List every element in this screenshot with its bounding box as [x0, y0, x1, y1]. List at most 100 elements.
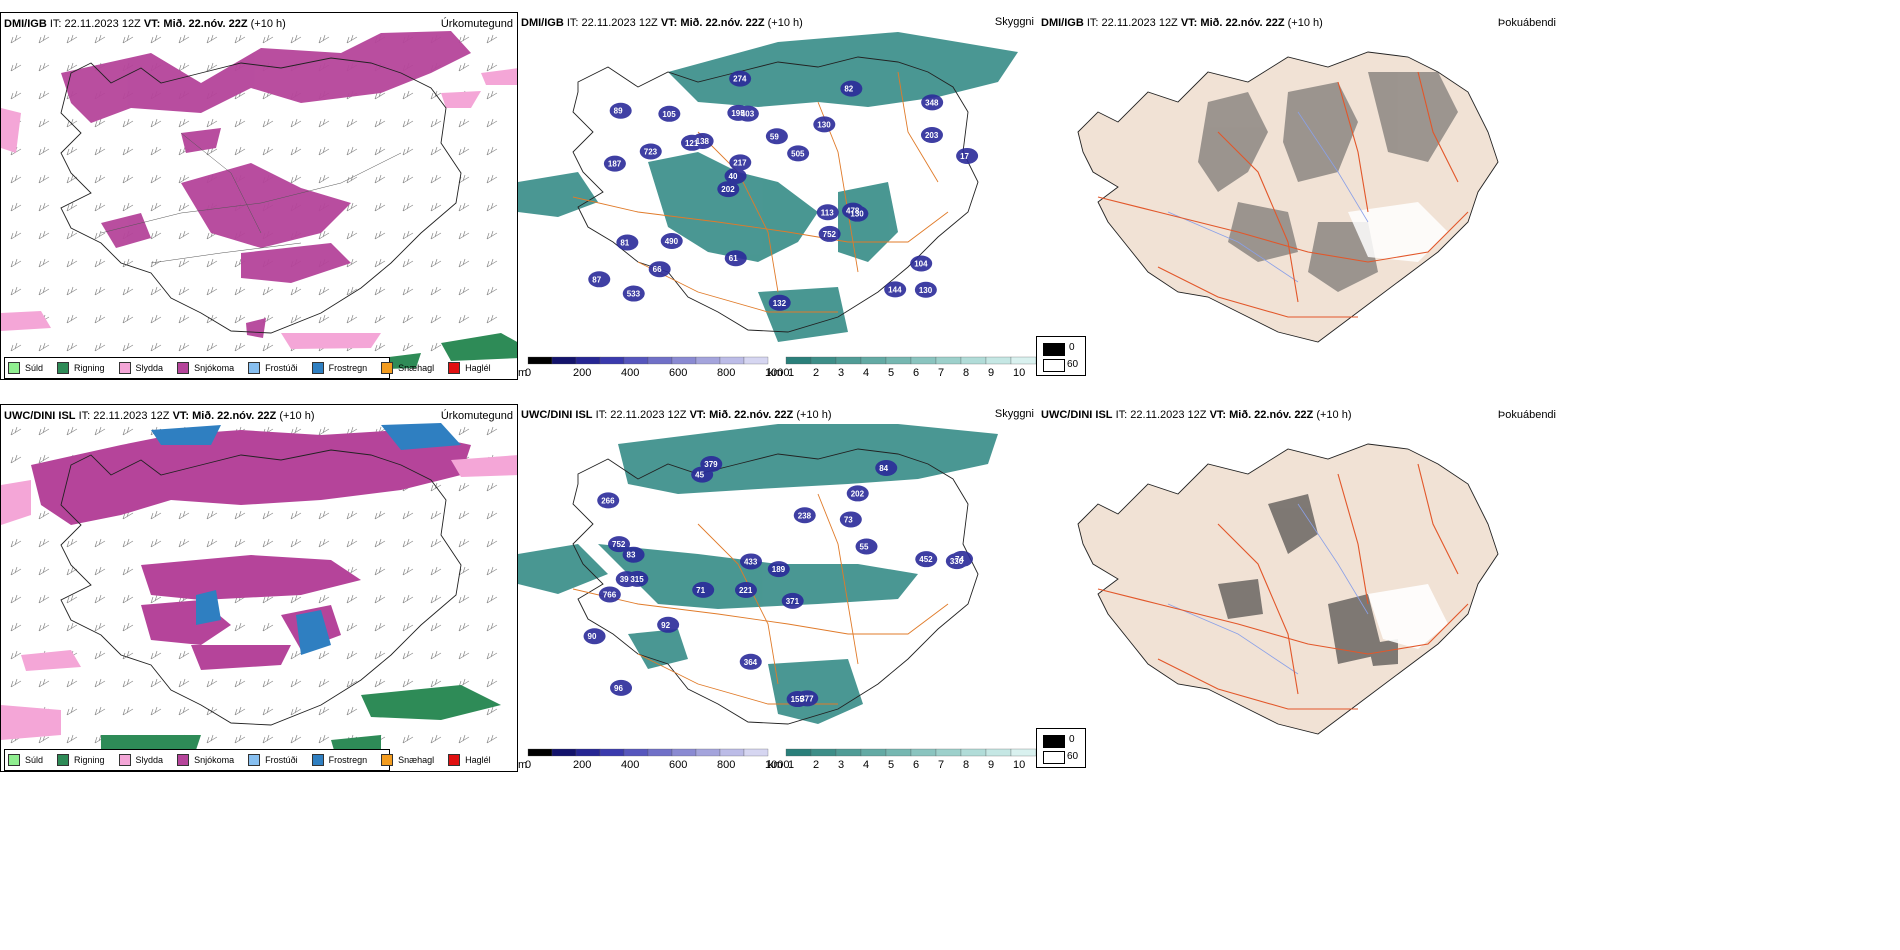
cloud-base-area	[729, 154, 752, 171]
cloud-base-label: 83	[627, 551, 636, 560]
wind-barb	[346, 34, 358, 44]
wind-barb	[318, 286, 330, 296]
it-label: IT:	[49, 18, 62, 30]
wind-barb	[10, 202, 22, 212]
iceland-land	[1077, 443, 1499, 735]
visibility-tick: 3	[838, 759, 844, 770]
wind-barb	[94, 314, 106, 324]
cloud-base-area	[818, 225, 841, 242]
wind-barb	[262, 118, 274, 128]
wind-barb	[318, 314, 330, 324]
wind-barb	[486, 622, 498, 632]
wind-barb	[206, 258, 218, 268]
wind-barb	[122, 678, 134, 688]
cloud-base-label: 59	[770, 132, 779, 141]
wind-barb	[346, 202, 358, 212]
wind-barb	[66, 146, 78, 156]
cloud-base-label: 752	[823, 230, 837, 239]
ceiling-color-swatch	[575, 356, 601, 365]
cloud-base-label: 315	[630, 575, 644, 584]
visibility-color-swatch	[985, 356, 1012, 365]
coastline	[60, 57, 462, 334]
wind-barb	[402, 90, 414, 100]
wind-barb	[262, 678, 274, 688]
wind-barb	[234, 118, 246, 128]
panel-dmi-fog: DMI/IGB IT: 22.11.2023 12Z VT: Mið. 22.n…	[1038, 12, 1560, 380]
wind-barb	[150, 594, 162, 604]
product-title: Þokuábendi	[1497, 409, 1556, 421]
coastline	[60, 449, 462, 726]
wind-barb	[122, 706, 134, 716]
panel-header: UWC/DINI ISL IT: 22.11.2023 12Z VT: Mið.…	[1041, 408, 1556, 422]
visibility-tick: 8	[963, 367, 969, 378]
it-value: 22.11.2023 12Z	[64, 18, 141, 30]
vt-value: Mið. 22.nóv. 22Z	[709, 409, 794, 421]
wind-barb	[234, 734, 246, 744]
wind-barb	[486, 566, 498, 576]
cloud-base-label: 379	[704, 460, 718, 469]
wind-barb	[262, 342, 274, 352]
visibility-color-swatch	[860, 356, 887, 365]
lead-time: (+10 h)	[1287, 17, 1323, 29]
visibility-tick: 5	[888, 367, 894, 378]
wind-barb	[262, 286, 274, 296]
legend-label: Snjókoma	[194, 755, 235, 765]
lead-time: (+10 h)	[767, 17, 803, 29]
ceiling-tick: 200	[573, 367, 591, 378]
vt-label: VT:	[1209, 409, 1227, 421]
wind-barb	[178, 706, 190, 716]
legend-label: Snæhagl	[398, 755, 435, 765]
it-value: 22.11.2023 12Z	[581, 17, 658, 29]
panel-uwc-visibility: UWC/DINI ISL IT: 22.11.2023 12Z VT: Mið.…	[518, 404, 1038, 772]
wind-barb	[486, 230, 498, 240]
visibility-color-swatch	[935, 356, 962, 365]
wind-barb	[122, 622, 134, 632]
visibility-tick: 10	[1013, 367, 1025, 378]
visibility-tick: 8	[963, 759, 969, 770]
wind-barb	[486, 594, 498, 604]
wind-barb	[430, 146, 442, 156]
ceiling-color-swatch	[695, 356, 721, 365]
wind-barb	[66, 286, 78, 296]
legend-label: Rigning	[74, 755, 105, 765]
wind-barb	[234, 678, 246, 688]
wind-barb	[122, 286, 134, 296]
cloud-base-label: 130	[817, 120, 831, 129]
wind-barb	[402, 566, 414, 576]
wind-barb	[458, 230, 470, 240]
cloud-base-area	[884, 281, 907, 298]
wind-barb	[374, 594, 386, 604]
wind-barb	[262, 146, 274, 156]
wind-barb	[374, 314, 386, 324]
wind-barb	[150, 174, 162, 184]
wind-barb	[38, 90, 50, 100]
vt-value: Mið. 22.nóv. 22Z	[680, 17, 765, 29]
wind-barb	[486, 118, 498, 128]
wind-barb	[458, 286, 470, 296]
cloud-base-area	[915, 551, 938, 568]
visibility-color-swatch	[835, 356, 862, 365]
legend-label: Frostregn	[328, 363, 368, 373]
cloud-base-label: 195	[731, 109, 745, 118]
visibility-tick: 1	[788, 759, 794, 770]
vt-label: VT:	[660, 17, 678, 29]
wind-barb	[486, 286, 498, 296]
visibility-tick: 9	[988, 759, 994, 770]
wind-barb	[94, 622, 106, 632]
wind-barb	[10, 342, 22, 352]
cloud-base-label: 266	[601, 496, 615, 505]
visibility-color-swatch	[1010, 356, 1037, 365]
fog-legend-label: 60	[1067, 751, 1079, 762]
ceiling-color-swatch	[671, 748, 697, 757]
wind-barb	[122, 118, 134, 128]
wind-barb	[38, 510, 50, 520]
wind-barb	[66, 174, 78, 184]
cloud-base-label: 81	[620, 238, 629, 247]
legend-label: Rigning	[74, 363, 105, 373]
wind-barb	[94, 286, 106, 296]
legend-label: Súld	[25, 755, 44, 765]
wind-barb	[346, 286, 358, 296]
panel-header: UWC/DINI ISL IT: 22.11.2023 12Z VT: Mið.…	[4, 409, 513, 423]
wind-barb	[234, 538, 246, 548]
wind-barb	[66, 258, 78, 268]
